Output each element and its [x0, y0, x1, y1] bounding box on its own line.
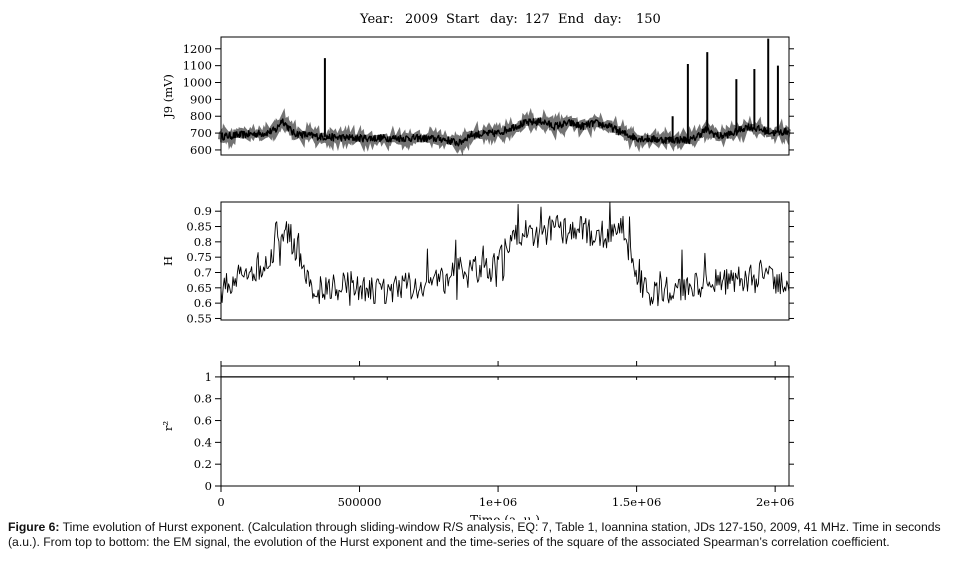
y-axis-label: J9 (mV) [161, 74, 175, 119]
y-tick-label: 1100 [183, 59, 212, 73]
y-tick-label: 0.8 [194, 392, 212, 406]
x-axis-label: Time (a. u.) [470, 513, 540, 520]
x-tick-label: 2e+06 [756, 495, 794, 509]
y-tick-label: 0.2 [194, 457, 212, 471]
r2-panel: 0 0.2 0.4 0.6 0.8 1 r² 0 500000 1e+06 1.5e+06 2e+06… [161, 361, 794, 520]
x-tick-label: 0 [217, 495, 224, 509]
y-tick-label: 900 [190, 92, 212, 106]
y-tick-label: 0.85 [186, 220, 212, 234]
end-label: End [558, 12, 584, 27]
start-day-label: day: [490, 12, 518, 27]
year-value: 2009 [405, 12, 438, 27]
figure-header: Year: 2009 Start day: 127 End day: 150 [359, 12, 661, 27]
hurst-series-line [220, 201, 790, 307]
y-tick-label: 800 [190, 109, 212, 123]
y-tick-label: 1000 [183, 76, 212, 90]
hurst-panel: 0.550.60.65 0.70.750.80.85 0.9 H [161, 201, 794, 325]
plot-frame [220, 201, 790, 321]
x-tick-label: 1e+06 [479, 495, 517, 509]
signal-series-band [218, 107, 792, 156]
end-day-value: 150 [636, 12, 661, 27]
figure-caption: Figure 6: Time evolution of Hurst expone… [8, 520, 952, 550]
caption-label: Figure 6: [8, 520, 60, 534]
plot-frame [220, 36, 790, 156]
end-day-label: day: [594, 12, 622, 27]
y-tick-label: 0.9 [194, 204, 212, 218]
y-tick-label: 1 [205, 370, 212, 384]
y-tick-label: 0.8 [194, 235, 212, 249]
y-tick-label: 1200 [183, 42, 212, 56]
year-label: Year: [359, 12, 394, 27]
start-day-value: 127 [525, 12, 550, 27]
caption-text: Time evolution of Hurst exponent. (Calcu… [8, 520, 941, 549]
y-tick-label: 0.6 [194, 414, 212, 428]
figure: Year: 2009 Start day: 127 End day: 150 6… [161, 12, 794, 520]
y-axis-label: H [161, 256, 175, 266]
start-label: Start [446, 12, 480, 27]
y-tick-label: 0.4 [194, 435, 212, 449]
y-tick-label: 700 [190, 126, 212, 140]
x-tick-label: 500000 [338, 495, 382, 509]
signal-panel: 600 700 800 900 1000 1100 1200 J9 (mV) [161, 36, 794, 157]
y-tick-label: 0.6 [194, 296, 212, 310]
y-tick-label: 0.75 [186, 250, 212, 264]
y-tick-label: 0.55 [186, 311, 212, 325]
y-axis-label: r² [161, 421, 175, 431]
y-tick-label: 600 [190, 143, 212, 157]
y-tick-label: 0.7 [194, 265, 212, 279]
y-tick-label: 0 [205, 479, 212, 493]
y-tick-label: 0.65 [186, 281, 212, 295]
x-tick-label: 1.5e+06 [612, 495, 661, 509]
plot-frame [220, 365, 790, 487]
